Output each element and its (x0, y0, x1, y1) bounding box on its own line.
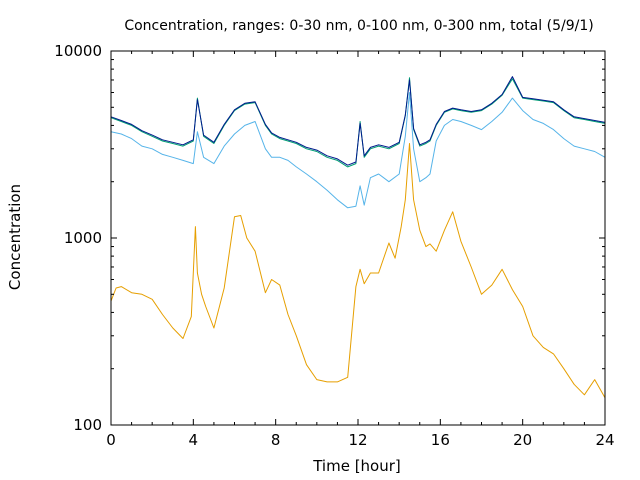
x-tick-label: 8 (271, 431, 281, 449)
series-line-2 (110, 92, 606, 209)
axis-ticks: 0 4 8 12 16 20 24 100 1000 10000 (54, 42, 614, 449)
x-tick-label: 4 (189, 431, 199, 449)
x-tick-label: 20 (513, 431, 532, 449)
chart-title: Concentration, ranges: 0-30 nm, 0-100 nm… (124, 18, 593, 34)
series-line-4 (110, 76, 606, 166)
x-tick-label: 24 (595, 431, 614, 449)
series-layer (110, 76, 606, 398)
y-axis-label: Concentration (6, 184, 24, 290)
x-tick-label: 0 (106, 431, 116, 449)
x-tick-label: 16 (431, 431, 450, 449)
y-tick-label: 100 (73, 416, 102, 434)
x-axis-label: Time [hour] (312, 457, 401, 475)
series-line-1 (110, 143, 606, 398)
plot-frame (110, 50, 606, 426)
series-line-3 (110, 77, 606, 168)
x-tick-label: 12 (348, 431, 367, 449)
y-tick-label: 10000 (54, 42, 102, 60)
y-tick-label: 1000 (64, 229, 102, 247)
